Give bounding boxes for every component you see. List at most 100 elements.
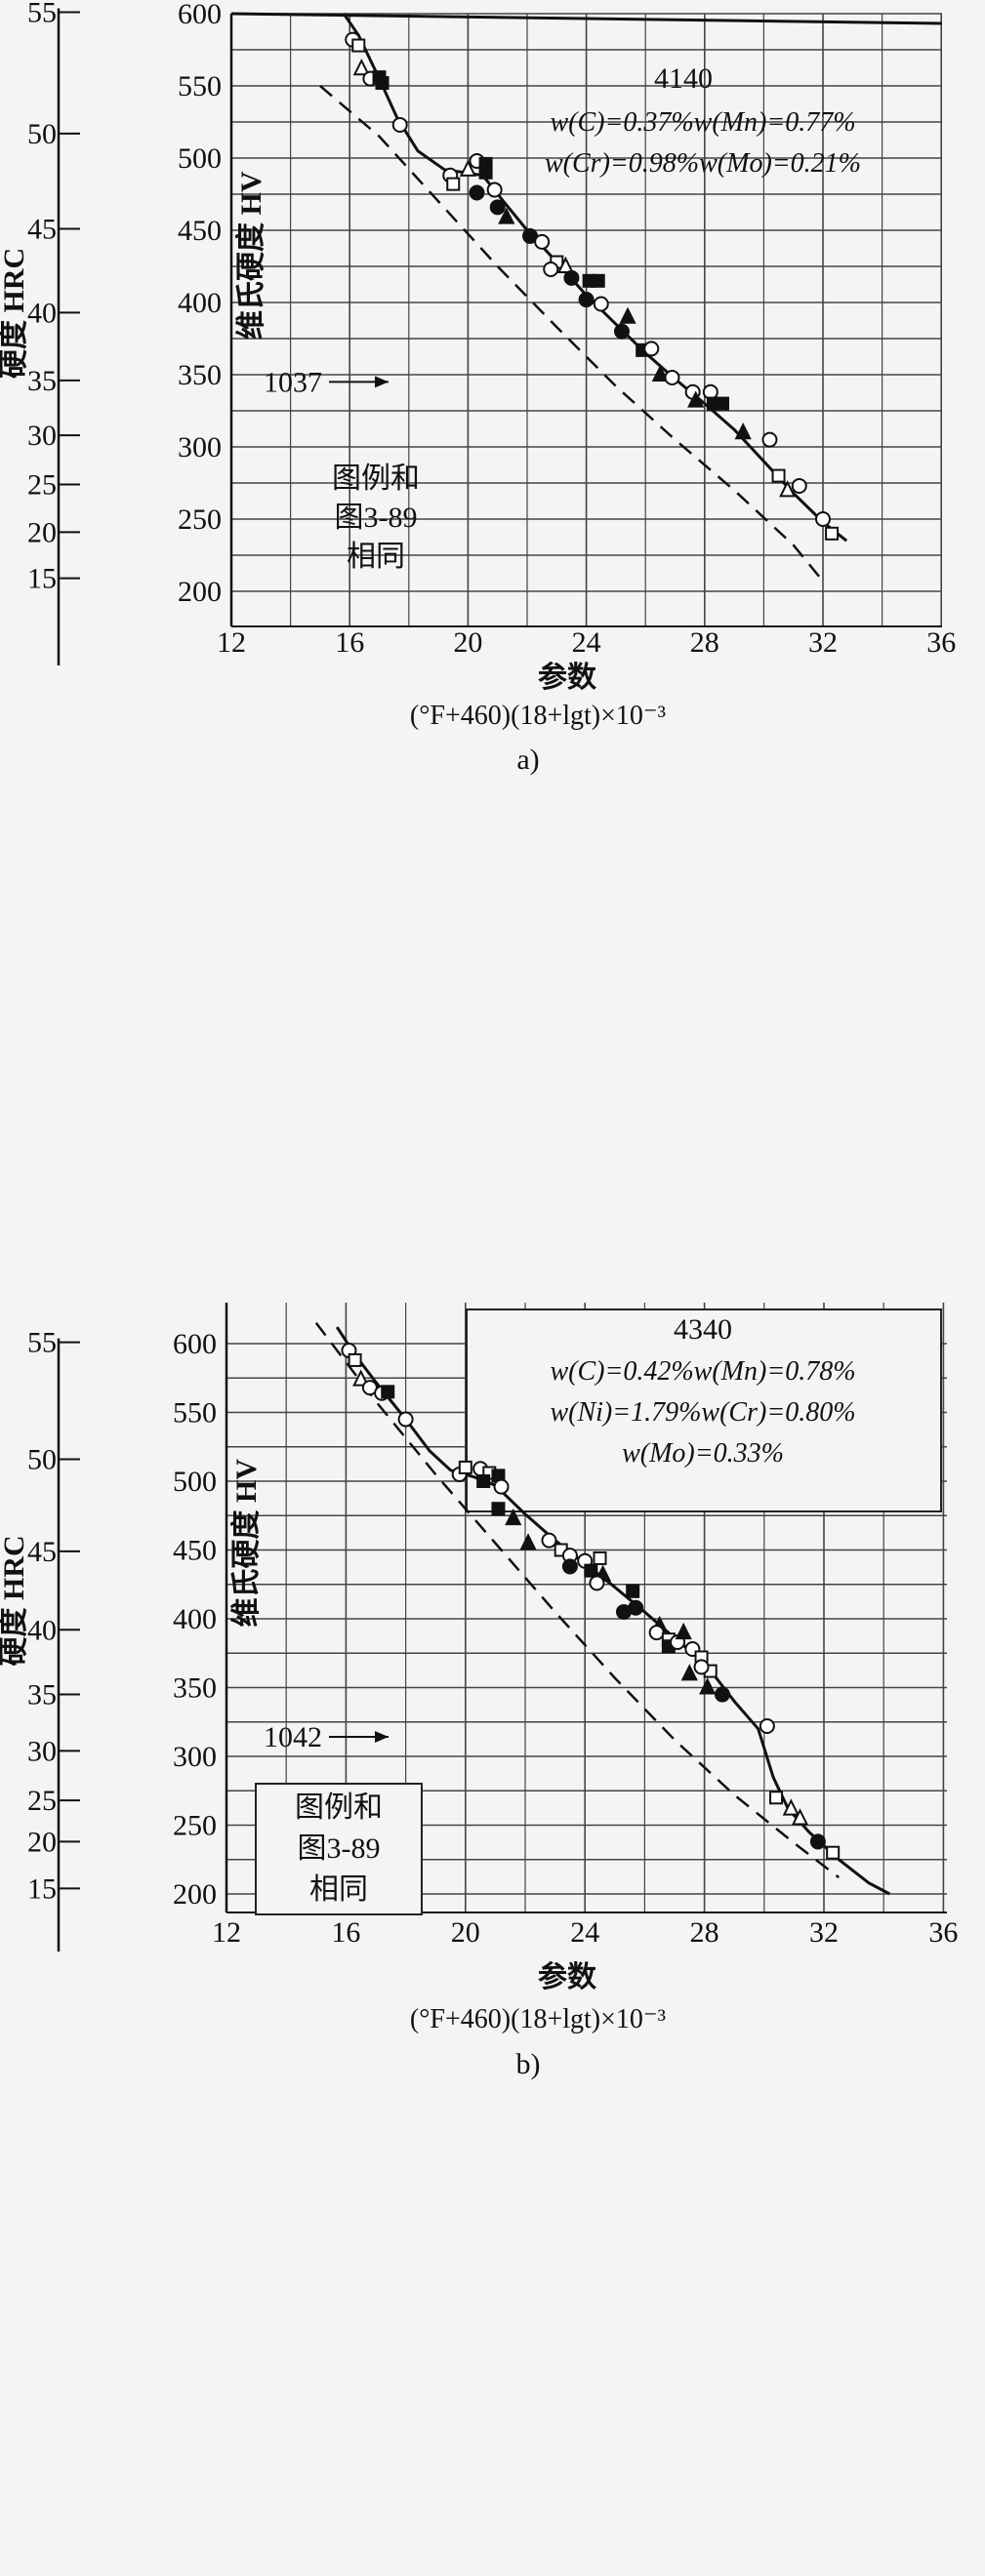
chart-a-4140: 12 16 20 24 28 32 36 600 550 500 450 400 350 300 250 20… bbox=[0, 0, 956, 776]
data-point-circle-open bbox=[791, 477, 807, 494]
hv-tick-label: 500 bbox=[173, 1466, 217, 1498]
panel-label: b) bbox=[516, 2048, 541, 2080]
hv-tick-label: 600 bbox=[173, 1328, 217, 1360]
hv-tick-label: 250 bbox=[173, 1810, 217, 1842]
data-point-circle-open bbox=[815, 511, 831, 527]
x-tick-label: 32 bbox=[809, 1916, 839, 1949]
hv-tick-label: 350 bbox=[178, 359, 222, 391]
panel-label: a) bbox=[516, 744, 539, 776]
x-tick-label: 16 bbox=[331, 1916, 360, 1949]
comparison-steel-label: 1042 bbox=[264, 1721, 322, 1753]
hrc-tick-label: 15 bbox=[27, 563, 57, 595]
legend-note-text: 相同 bbox=[347, 541, 405, 573]
composition-text: w(Ni)=1.79%w(Cr)=0.80% bbox=[550, 1397, 855, 1428]
hrc-tick-label: 25 bbox=[27, 1785, 57, 1817]
steel-grade-label: 4340 bbox=[674, 1313, 732, 1346]
data-point-triangle-open bbox=[791, 1808, 809, 1826]
hv-tick-label: 450 bbox=[178, 215, 222, 247]
hrc-tick-label: 35 bbox=[27, 1679, 57, 1711]
data-point-circle-open bbox=[759, 1717, 775, 1734]
x-tick-label: 28 bbox=[690, 1916, 719, 1949]
comparison-curve-dashed bbox=[319, 85, 824, 583]
hrc-tick-label: 45 bbox=[27, 1536, 57, 1568]
arrow-head-icon bbox=[375, 376, 389, 388]
hrc-tick-label: 55 bbox=[27, 1327, 57, 1359]
x-tick-label: 12 bbox=[212, 1916, 241, 1949]
x-tick-label: 36 bbox=[926, 626, 956, 659]
hrc-tick-label: 25 bbox=[27, 468, 57, 501]
data-point-square-filled bbox=[715, 396, 729, 411]
hrc-tick-label: 20 bbox=[27, 516, 57, 548]
data-point-square-filled bbox=[591, 273, 605, 288]
data-point-triangle-filled bbox=[651, 364, 669, 382]
comparison-curve-dashed bbox=[314, 1322, 841, 1879]
hv-tick-label: 400 bbox=[173, 1603, 217, 1635]
data-point-circle-filled bbox=[714, 1686, 730, 1703]
data-point-square-open bbox=[593, 1550, 607, 1565]
data-point-circle-filled bbox=[809, 1833, 826, 1850]
data-point-circle-open bbox=[648, 1625, 665, 1641]
x-tick-label: 20 bbox=[453, 626, 482, 659]
x-tick-label: 36 bbox=[928, 1916, 958, 1949]
data-point-circle-open bbox=[534, 233, 551, 250]
data-point-circle-open bbox=[543, 261, 559, 277]
data-point-circle-open bbox=[493, 1478, 510, 1495]
data-point-square-open bbox=[769, 1791, 784, 1805]
data-point-circle-filled bbox=[578, 292, 595, 308]
data-point-square-open bbox=[446, 177, 461, 191]
hrc-tick-label: 30 bbox=[27, 1735, 57, 1767]
composition-box bbox=[466, 1308, 942, 1512]
hv-tick-label: 300 bbox=[178, 431, 222, 463]
data-point-circle-open bbox=[643, 341, 660, 357]
data-point-circle-open bbox=[541, 1532, 557, 1549]
hv-tick-label: 500 bbox=[178, 142, 222, 175]
data-point-square-open bbox=[348, 1352, 362, 1367]
data-point-square-filled bbox=[626, 1584, 640, 1598]
x-axis-label: 参数 bbox=[538, 662, 597, 694]
legend-note-text: 图例和 bbox=[332, 463, 420, 495]
hrc-tick-label: 50 bbox=[27, 1443, 57, 1475]
data-point-triangle-open bbox=[556, 256, 575, 273]
fit-curve bbox=[335, 1326, 891, 1896]
legend-note-text: 图例和 bbox=[295, 1791, 383, 1824]
x-tick-label: 24 bbox=[570, 1916, 599, 1949]
hrc-tick-label: 35 bbox=[27, 365, 57, 397]
hv-tick-label: 550 bbox=[173, 1397, 217, 1429]
data-point-square-open bbox=[458, 1460, 472, 1474]
data-point-triangle-filled bbox=[734, 422, 752, 440]
hrc-tick-label: 55 bbox=[27, 0, 57, 29]
data-point-triangle-open bbox=[352, 59, 370, 76]
data-point-circle-open bbox=[664, 369, 680, 385]
legend-note-box bbox=[255, 1783, 423, 1915]
data-point-triangle-filled bbox=[519, 1533, 537, 1550]
data-point-square-open bbox=[771, 468, 786, 483]
hv-tick-label: 550 bbox=[178, 70, 222, 102]
data-point-triangle-open bbox=[352, 1369, 370, 1387]
data-point-circle-open bbox=[593, 296, 609, 312]
legend-note-text: 相同 bbox=[309, 1873, 368, 1906]
data-point-triangle-filled bbox=[619, 306, 636, 324]
data-point-circle-open bbox=[693, 1659, 710, 1675]
top-border bbox=[230, 12, 943, 25]
data-point-square-open bbox=[351, 38, 366, 53]
composition-text: w(C)=0.37%w(Mn)=0.77% bbox=[550, 107, 855, 138]
data-point-triangle-open bbox=[779, 480, 797, 498]
composition-text: w(Cr)=0.98%w(Mo)=0.21% bbox=[545, 148, 861, 179]
x-axis-formula: (°F+460)(18+lgt)×10⁻³ bbox=[410, 2004, 666, 2034]
y-axis-label-hrc: 硬度 HRC bbox=[0, 248, 30, 379]
data-point-square-open bbox=[825, 526, 840, 541]
hv-tick-label: 300 bbox=[173, 1741, 217, 1773]
hv-tick-label: 350 bbox=[173, 1672, 217, 1705]
composition-text: w(C)=0.42%w(Mn)=0.78% bbox=[550, 1356, 855, 1387]
data-point-triangle-filled bbox=[498, 207, 515, 224]
data-point-circle-filled bbox=[628, 1599, 644, 1616]
data-point-circle-open bbox=[486, 181, 503, 198]
data-point-circle-open bbox=[589, 1575, 605, 1591]
data-point-triangle-filled bbox=[687, 390, 705, 408]
hv-tick-label: 200 bbox=[178, 576, 222, 608]
hrc-tick-label: 15 bbox=[27, 1872, 57, 1905]
x-tick-label: 32 bbox=[808, 626, 838, 659]
hv-tick-label: 600 bbox=[178, 0, 222, 30]
comparison-steel-label: 1037 bbox=[264, 366, 322, 398]
